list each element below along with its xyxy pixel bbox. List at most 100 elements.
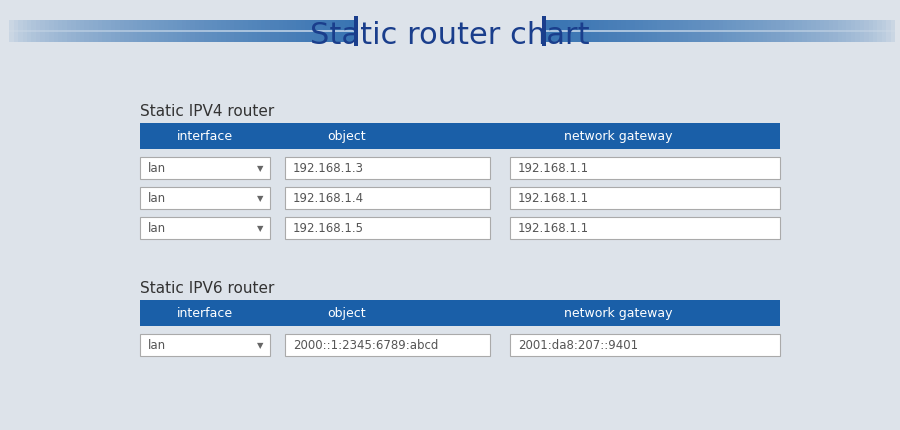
Bar (336, 31, 340, 33)
Bar (76, 31, 80, 33)
Bar (230, 31, 234, 33)
Bar (27, 21, 32, 43)
Bar (510, 334, 780, 356)
Bar (864, 21, 868, 43)
Bar (283, 21, 287, 43)
Bar (679, 31, 683, 33)
Bar (573, 31, 577, 33)
Bar (599, 21, 604, 43)
Bar (5, 31, 9, 33)
Bar (140, 300, 780, 326)
Bar (692, 21, 697, 43)
Bar (599, 31, 604, 33)
Bar (546, 21, 551, 43)
Bar (199, 31, 203, 33)
Bar (617, 31, 621, 33)
Bar (546, 31, 551, 33)
Bar (27, 31, 32, 33)
Bar (714, 31, 718, 33)
Bar (296, 21, 301, 43)
Text: ▼: ▼ (256, 224, 263, 233)
Bar (331, 21, 336, 43)
Bar (873, 21, 878, 43)
Bar (750, 21, 754, 43)
Bar (829, 31, 833, 33)
Bar (155, 31, 159, 33)
Bar (595, 21, 599, 43)
Bar (860, 31, 864, 33)
Text: 192.168.1.3: 192.168.1.3 (293, 162, 364, 175)
Bar (190, 31, 194, 33)
Bar (58, 31, 62, 33)
Bar (820, 31, 824, 33)
Text: ▼: ▼ (256, 164, 263, 173)
Bar (94, 31, 98, 33)
Bar (58, 21, 62, 43)
Bar (542, 31, 546, 33)
Bar (261, 31, 266, 33)
Bar (662, 21, 665, 43)
Bar (150, 31, 155, 33)
Bar (274, 31, 279, 33)
Bar (67, 31, 71, 33)
Bar (626, 21, 630, 43)
Bar (345, 21, 349, 43)
Bar (45, 21, 50, 43)
Bar (806, 31, 811, 33)
Bar (252, 31, 256, 33)
Bar (811, 31, 815, 33)
Bar (665, 31, 670, 33)
Bar (595, 31, 599, 33)
Bar (683, 21, 688, 43)
Bar (186, 31, 190, 33)
Bar (129, 21, 133, 43)
Bar (248, 21, 252, 43)
Bar (665, 21, 670, 43)
Text: Static IPV6 router: Static IPV6 router (140, 281, 274, 296)
Bar (697, 21, 701, 43)
Bar (285, 218, 490, 240)
Text: ▼: ▼ (256, 194, 263, 203)
Bar (238, 31, 243, 33)
Bar (630, 21, 634, 43)
Bar (670, 31, 674, 33)
Bar (85, 21, 89, 43)
Bar (279, 21, 283, 43)
Bar (124, 31, 129, 33)
Bar (718, 31, 723, 33)
Bar (159, 21, 164, 43)
Bar (115, 21, 120, 43)
Bar (741, 21, 745, 43)
Bar (22, 31, 27, 33)
Bar (714, 21, 718, 43)
Bar (780, 31, 785, 33)
Bar (581, 31, 586, 33)
Bar (301, 21, 305, 43)
Bar (652, 31, 657, 33)
Bar (745, 31, 750, 33)
Bar (71, 31, 76, 33)
Bar (182, 31, 186, 33)
Bar (806, 21, 811, 43)
Text: Static IPV4 router: Static IPV4 router (140, 104, 274, 119)
Bar (285, 334, 490, 356)
Bar (648, 21, 652, 43)
Bar (586, 31, 590, 33)
Bar (252, 21, 256, 43)
Bar (256, 31, 261, 33)
Bar (168, 31, 173, 33)
Text: network gateway: network gateway (563, 307, 672, 320)
Bar (820, 21, 824, 43)
Bar (133, 31, 138, 33)
Bar (305, 31, 310, 33)
Bar (310, 31, 314, 33)
Bar (146, 31, 150, 33)
Bar (102, 31, 106, 33)
Bar (9, 21, 14, 43)
Bar (331, 31, 336, 33)
Bar (670, 21, 674, 43)
Text: ▼: ▼ (256, 341, 263, 350)
Bar (692, 31, 697, 33)
Bar (847, 21, 850, 43)
Bar (279, 31, 283, 33)
